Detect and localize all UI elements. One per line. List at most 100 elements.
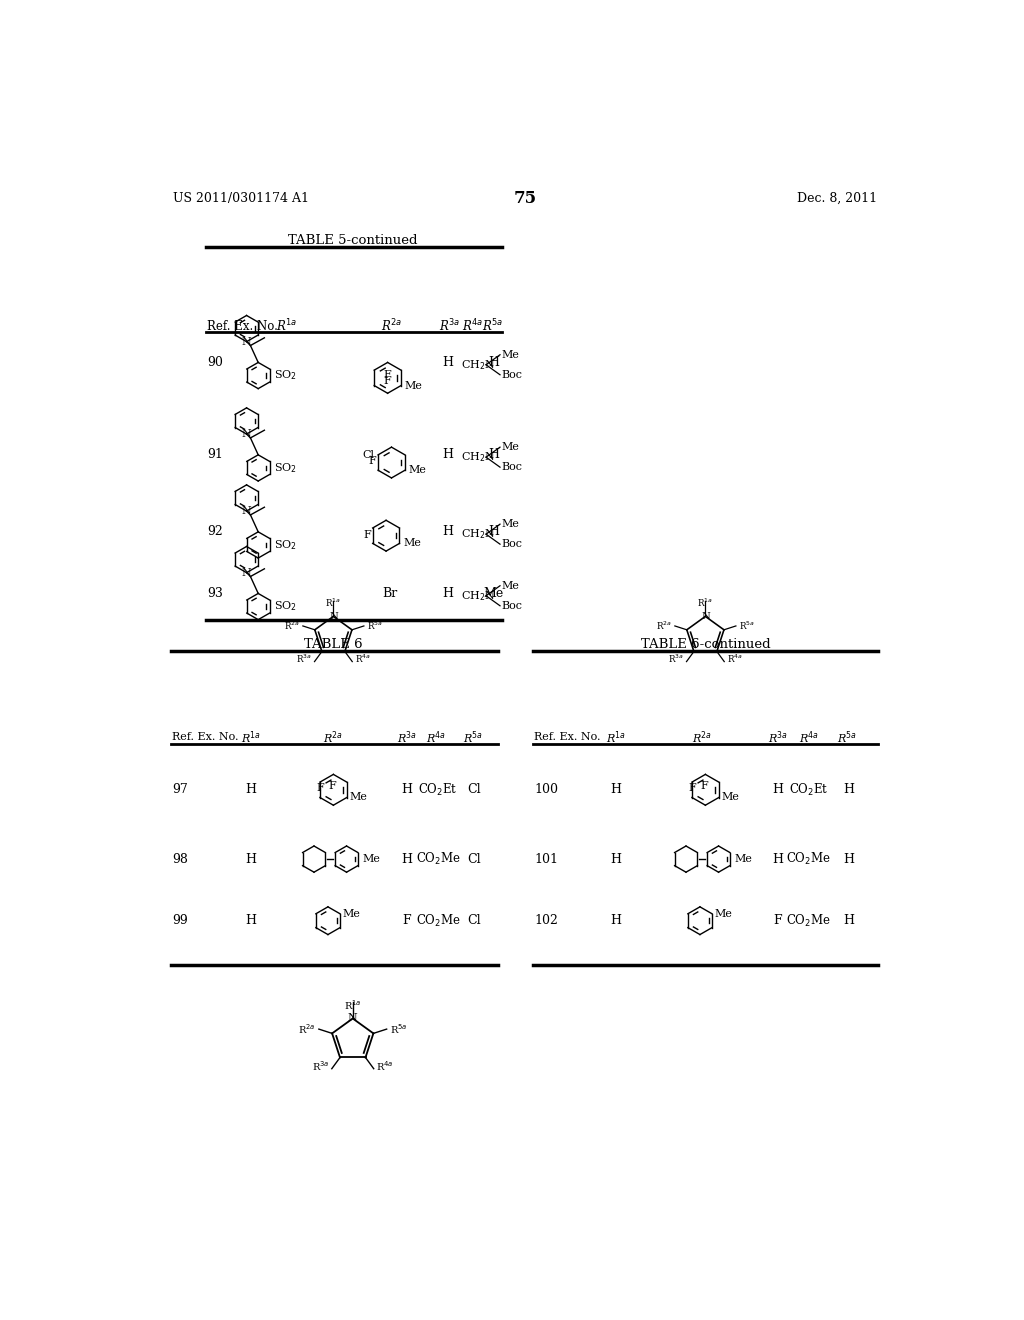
Text: H: H [843, 915, 854, 927]
Text: Boc: Boc [502, 370, 522, 380]
Text: Me: Me [502, 519, 519, 529]
Text: Boc: Boc [502, 462, 522, 473]
Text: R$^{2a}$: R$^{2a}$ [284, 620, 300, 632]
Text: R$^{5a}$: R$^{5a}$ [838, 729, 857, 746]
Text: Me: Me [342, 908, 360, 919]
Text: R$^{2a}$: R$^{2a}$ [298, 1022, 315, 1036]
Text: Me: Me [502, 581, 519, 591]
Text: Me: Me [735, 854, 753, 865]
Text: N: N [242, 568, 252, 578]
Text: H: H [488, 356, 500, 370]
Text: CH$_2$N: CH$_2$N [461, 589, 496, 603]
Text: R$^{5a}$: R$^{5a}$ [390, 1022, 408, 1036]
Text: CO$_2$Et: CO$_2$Et [788, 781, 828, 797]
Text: F: F [384, 370, 391, 380]
Text: 99: 99 [172, 915, 188, 927]
Text: 90: 90 [207, 356, 223, 370]
Text: Dec. 8, 2011: Dec. 8, 2011 [797, 191, 877, 205]
Text: Ref. Ex. No.: Ref. Ex. No. [535, 733, 601, 742]
Text: TABLE 5-continued: TABLE 5-continued [288, 234, 418, 247]
Text: Cl: Cl [362, 450, 374, 459]
Text: Me: Me [722, 792, 739, 803]
Text: Me: Me [350, 792, 368, 803]
Text: CO$_2$Me: CO$_2$Me [416, 851, 461, 867]
Text: SO$_2$: SO$_2$ [273, 539, 297, 552]
Text: Me: Me [502, 442, 519, 453]
Text: 98: 98 [172, 853, 188, 866]
Text: 91: 91 [207, 449, 223, 462]
Text: Me: Me [409, 465, 427, 475]
Text: H: H [401, 783, 413, 796]
Text: CH$_2$N: CH$_2$N [461, 450, 496, 465]
Text: F: F [688, 783, 696, 793]
Text: R$^{1a}$: R$^{1a}$ [276, 318, 297, 334]
Text: F: F [402, 915, 412, 927]
Text: R$^{4a}$: R$^{4a}$ [727, 653, 742, 665]
Text: H: H [245, 915, 256, 927]
Text: F: F [773, 915, 781, 927]
Text: N: N [242, 337, 252, 347]
Text: CH$_2$N: CH$_2$N [461, 358, 496, 372]
Text: Cl: Cl [468, 853, 481, 866]
Text: Cl: Cl [468, 915, 481, 927]
Text: Me: Me [362, 854, 381, 865]
Text: SO$_2$: SO$_2$ [273, 461, 297, 475]
Text: R$^{2a}$: R$^{2a}$ [381, 318, 402, 334]
Text: F: F [369, 455, 377, 466]
Text: H: H [772, 783, 783, 796]
Text: Cl: Cl [468, 783, 481, 796]
Text: H: H [843, 783, 854, 796]
Text: CH$_2$N: CH$_2$N [461, 527, 496, 541]
Text: H: H [610, 915, 622, 927]
Text: R$^{4a}$: R$^{4a}$ [426, 729, 445, 746]
Text: R$^{4a}$: R$^{4a}$ [462, 318, 482, 334]
Text: R$^{1a}$: R$^{1a}$ [326, 597, 341, 610]
Text: Me: Me [502, 350, 519, 360]
Text: H: H [245, 853, 256, 866]
Text: Boc: Boc [502, 601, 522, 611]
Text: H: H [610, 853, 622, 866]
Text: Ref. Ex. No.: Ref. Ex. No. [207, 319, 278, 333]
Text: Me: Me [715, 908, 732, 919]
Text: CO$_2$Et: CO$_2$Et [418, 781, 458, 797]
Text: Boc: Boc [502, 539, 522, 549]
Text: R$^{5a}$: R$^{5a}$ [482, 318, 503, 334]
Text: R$^{5a}$: R$^{5a}$ [463, 729, 482, 746]
Text: F: F [328, 780, 336, 791]
Text: R$^{1a}$: R$^{1a}$ [606, 729, 626, 746]
Text: N: N [242, 429, 252, 440]
Text: F: F [384, 376, 391, 385]
Text: US 2011/0301174 A1: US 2011/0301174 A1 [173, 191, 309, 205]
Text: N: N [329, 612, 338, 620]
Text: R$^{3a}$: R$^{3a}$ [397, 729, 417, 746]
Text: 92: 92 [207, 525, 223, 539]
Text: H: H [442, 356, 454, 370]
Text: H: H [442, 449, 454, 462]
Text: H: H [843, 853, 854, 866]
Text: TABLE 6-continued: TABLE 6-continued [641, 638, 770, 651]
Text: F: F [316, 783, 324, 793]
Text: R$^{4a}$: R$^{4a}$ [354, 653, 371, 665]
Text: R$^{5a}$: R$^{5a}$ [739, 620, 755, 632]
Text: N: N [701, 612, 710, 620]
Text: R$^{3a}$: R$^{3a}$ [768, 729, 787, 746]
Text: CO$_2$Me: CO$_2$Me [786, 851, 830, 867]
Text: R$^{3a}$: R$^{3a}$ [296, 653, 312, 665]
Text: H: H [442, 587, 454, 601]
Text: TABLE 6: TABLE 6 [304, 638, 362, 651]
Text: H: H [488, 525, 500, 539]
Text: SO$_2$: SO$_2$ [273, 368, 297, 383]
Text: CO$_2$Me: CO$_2$Me [416, 912, 461, 929]
Text: F: F [364, 529, 371, 540]
Text: H: H [245, 783, 256, 796]
Text: N: N [348, 1014, 357, 1023]
Text: 97: 97 [172, 783, 188, 796]
Text: R$^{5a}$: R$^{5a}$ [367, 620, 383, 632]
Text: H: H [442, 525, 454, 539]
Text: 75: 75 [513, 190, 537, 207]
Text: R$^{2a}$: R$^{2a}$ [691, 729, 712, 746]
Text: F: F [700, 780, 708, 791]
Text: N: N [242, 506, 252, 516]
Text: H: H [772, 853, 783, 866]
Text: Me: Me [404, 380, 423, 391]
